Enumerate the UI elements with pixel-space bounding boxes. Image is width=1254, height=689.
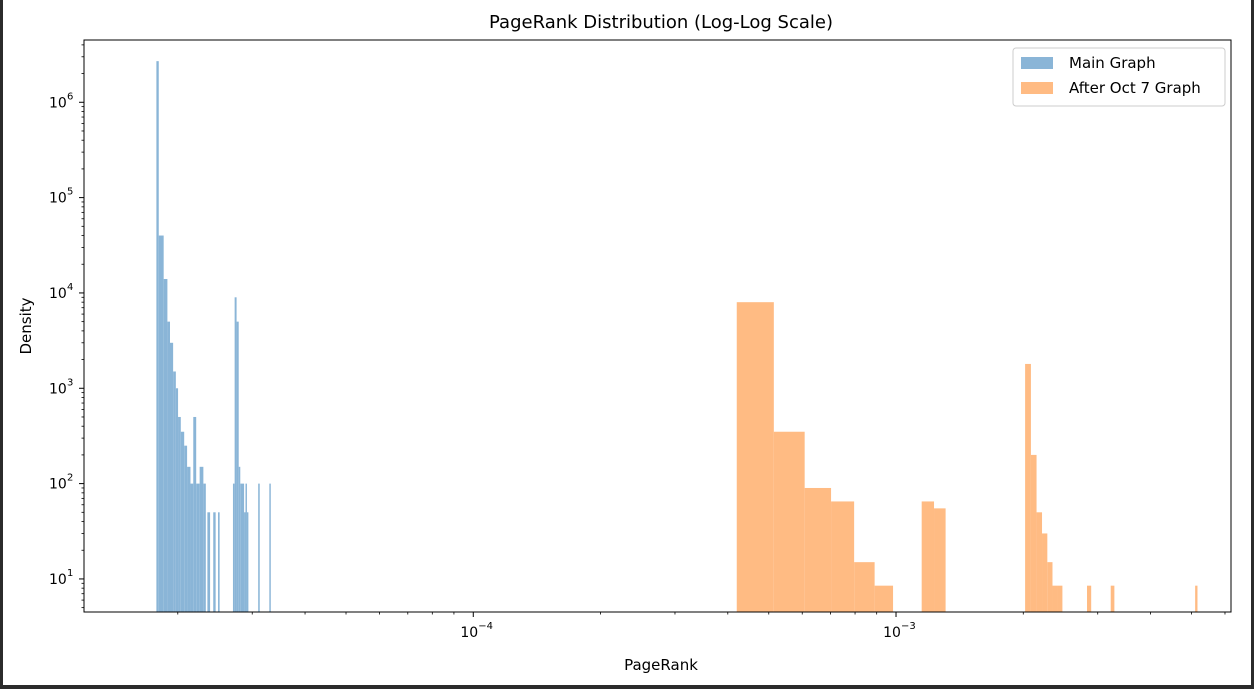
- y-tick-label: 10: [49, 572, 67, 588]
- bar-after-oct-7-graph: [1030, 454, 1037, 612]
- chart-figure: 10 −4 10 −3 10 1 10 2 10 3 10 4 10 5 10 6 PageRank Dist…: [3, 0, 1251, 685]
- ticks-layer: 10 −4 10 −310 110 210 310 410 510 6: [49, 44, 1226, 641]
- bar-main-graph: [178, 416, 181, 612]
- y-tick-label: 10: [49, 286, 67, 302]
- bar-main-graph: [158, 235, 164, 613]
- bar-after-oct-7-graph: [921, 501, 935, 612]
- y-tick-label: 10: [49, 477, 67, 493]
- bar-main-graph: [232, 483, 235, 612]
- bar-main-graph: [156, 61, 159, 612]
- legend-label-main-graph: Main Graph: [1069, 54, 1156, 72]
- x-tick-label: 10: [883, 625, 901, 641]
- histogram-chart: 10 −4 10 −310 110 210 310 410 510 6 PageRank Dist…: [17, 12, 1232, 674]
- legend-label-after-oct-7-graph: After Oct 7 Graph: [1069, 79, 1201, 97]
- y-tick-label: 10: [49, 381, 67, 397]
- series-main-graph: [156, 61, 271, 613]
- bar-main-graph: [246, 512, 249, 612]
- bar-after-oct-7-graph: [1087, 585, 1092, 612]
- bar-main-graph: [258, 483, 260, 612]
- bar-main-graph: [213, 512, 216, 612]
- bar-main-graph: [196, 483, 200, 612]
- y-tick-label: 10: [49, 95, 67, 111]
- bar-after-oct-7-graph: [934, 508, 946, 612]
- legend: Main Graph After Oct 7 Graph: [1012, 47, 1226, 107]
- y-tick-exponent: 1: [67, 568, 73, 579]
- bar-after-oct-7-graph: [736, 302, 774, 612]
- bar-after-oct-7-graph: [1110, 585, 1115, 612]
- bar-main-graph: [175, 388, 179, 612]
- bar-after-oct-7-graph: [1047, 562, 1053, 612]
- legend-frame: [1012, 47, 1226, 107]
- bars-layer: [156, 61, 1198, 613]
- chart-title: PageRank Distribution (Log-Log Scale): [489, 12, 833, 33]
- y-tick-exponent: 4: [67, 282, 73, 293]
- bar-after-oct-7-graph: [804, 487, 832, 612]
- bar-after-oct-7-graph: [1052, 585, 1058, 612]
- bar-main-graph: [240, 483, 245, 612]
- bar-main-graph: [167, 321, 170, 612]
- bar-main-graph: [170, 342, 174, 612]
- bar-main-graph: [190, 483, 194, 612]
- y-tick-exponent: 3: [67, 377, 73, 388]
- bar-after-oct-7-graph: [773, 431, 805, 612]
- bar-main-graph: [269, 483, 271, 612]
- bar-after-oct-7-graph: [1057, 585, 1063, 612]
- legend-swatch-after-oct-7-graph: [1021, 82, 1053, 94]
- bar-after-oct-7-graph: [1042, 533, 1048, 612]
- bar-main-graph: [203, 483, 206, 612]
- bar-main-graph: [207, 512, 211, 612]
- bar-main-graph: [173, 371, 176, 612]
- y-tick-label: 10: [49, 191, 67, 207]
- bar-main-graph: [163, 279, 168, 612]
- bar-after-oct-7-graph: [1036, 512, 1043, 612]
- bar-main-graph: [236, 321, 239, 612]
- bar-after-oct-7-graph: [1025, 363, 1031, 612]
- series-after-oct-7-graph: [736, 302, 1198, 612]
- bar-main-graph: [193, 416, 197, 612]
- bar-main-graph: [199, 466, 204, 612]
- x-axis-label: PageRank: [624, 656, 698, 674]
- bar-after-oct-7-graph: [831, 501, 855, 612]
- bar-main-graph: [234, 297, 237, 612]
- bar-after-oct-7-graph: [1195, 585, 1198, 612]
- bar-main-graph: [245, 483, 247, 612]
- bar-after-oct-7-graph: [874, 585, 894, 612]
- y-tick-exponent: 5: [67, 187, 73, 198]
- x-tick-label: 10: [460, 625, 478, 641]
- x-tick-exponent: −3: [901, 621, 916, 632]
- bar-main-graph: [238, 466, 241, 612]
- y-axis-label: Density: [17, 297, 35, 354]
- x-tick-exponent: −4: [478, 621, 493, 632]
- bar-after-oct-7-graph: [854, 562, 875, 612]
- legend-swatch-main-graph: [1021, 57, 1053, 69]
- axes-frame: [83, 39, 1232, 613]
- bar-main-graph: [244, 512, 246, 612]
- bar-main-graph: [187, 466, 191, 612]
- bar-main-graph: [218, 512, 220, 612]
- bar-main-graph: [180, 431, 185, 612]
- bar-main-graph: [184, 445, 188, 612]
- y-tick-exponent: 2: [67, 473, 73, 484]
- y-tick-exponent: 6: [67, 91, 73, 102]
